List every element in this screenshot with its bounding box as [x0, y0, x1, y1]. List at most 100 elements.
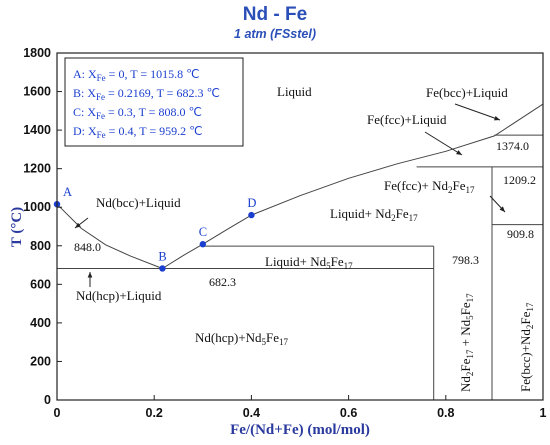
region-nd-hcp-liquid: Nd(hcp)+Liquid — [76, 288, 162, 303]
t1: Fe(fcc)+ Nd — [384, 178, 448, 193]
y-ticks: 0 200 400 600 800 1000 1200 1400 1600 1800 — [23, 46, 62, 407]
legend-a-prefix: A: X — [73, 67, 97, 81]
key-point-label: C — [199, 225, 207, 239]
key-point-label: B — [158, 249, 166, 263]
region-fe-fcc-nd2fe17: Fe(fcc)+ Nd2Fe17 — [384, 178, 475, 195]
x-tick-label: 0 — [54, 406, 61, 420]
temp-label-848: 848.0 — [74, 240, 101, 254]
x-tick-label: 1 — [540, 406, 547, 420]
t4: 17 — [466, 185, 476, 195]
t13: Nd(hcp)+Nd — [195, 330, 262, 345]
y-tick-label: 1800 — [23, 46, 51, 60]
region-fe-fcc-liquid: Fe(fcc)+Liquid — [367, 112, 447, 127]
x-tick-label: 0.6 — [340, 406, 357, 420]
legend-b-prefix: B: X — [73, 86, 96, 100]
region-liquid-nd5fe17: Liquid+ Nd5Fe17 — [265, 254, 353, 271]
legend-d-sub: Fe — [97, 130, 106, 140]
y-tick-label: 600 — [30, 277, 51, 291]
t25: Fe(bcc)+Nd — [518, 329, 533, 392]
legend-d-rest: = 0.4, T = 959.2 ℃ — [106, 124, 203, 138]
temp-label-682: 682.3 — [209, 275, 236, 289]
temp-label-1374: 1374.0 — [496, 139, 529, 153]
key-point-label: D — [247, 196, 256, 210]
x-tick-label: 0.4 — [243, 406, 260, 420]
key-point-b — [159, 265, 166, 272]
chart-subtitle: 1 atm (FSstel) — [234, 27, 316, 41]
t20: 17 — [465, 349, 475, 359]
t24: 17 — [465, 293, 475, 303]
region-fe-bcc-liquid: Fe(bcc)+Liquid — [426, 85, 508, 100]
phase-boundaries — [56, 103, 544, 400]
x-axis-title: Fe/(Nd+Fe) (mol/mol) — [230, 422, 370, 438]
t5: Liquid+ Nd — [330, 206, 392, 221]
pointer-arrows — [74, 103, 506, 287]
t23: Fe — [458, 302, 473, 315]
t15: Fe — [266, 330, 279, 345]
legend-c-sub: Fe — [96, 111, 105, 121]
legend-d-prefix: D: X — [73, 124, 97, 138]
region-nd-hcp-nd5fe17: Nd(hcp)+Nd5Fe17 — [195, 330, 289, 347]
key-point-c — [199, 241, 206, 248]
t9: Liquid+ Nd — [265, 254, 327, 269]
y-tick-label: 400 — [30, 316, 51, 330]
temp-label-909: 909.8 — [507, 227, 534, 241]
t11: Fe — [331, 254, 344, 269]
t8: 17 — [409, 213, 419, 223]
legend-box: A: XFe = 0, T = 1015.8 ℃ B: XFe = 0.2169… — [64, 57, 244, 147]
y-tick-label: 0 — [44, 393, 51, 407]
x-tick-label: 0.8 — [437, 406, 454, 420]
legend-c-rest: = 0.3, T = 808.0 ℃ — [105, 105, 202, 119]
y-tick-label: 1200 — [23, 162, 51, 176]
t26: 2 — [525, 325, 535, 330]
key-points: A B C D — [53, 185, 256, 272]
region-labels: Liquid Fe(bcc)+Liquid Fe(fcc)+Liquid Nd(… — [76, 84, 535, 392]
pointer-arrow — [74, 217, 89, 229]
region-liquid: Liquid — [277, 84, 312, 99]
pointer-arrow — [454, 103, 501, 121]
legend-line-a: A: XFe = 0, T = 1015.8 ℃ — [73, 67, 200, 83]
t28: 17 — [525, 302, 535, 312]
t21: + Nd — [458, 319, 473, 349]
plot-frame — [56, 52, 544, 401]
legend-line-c: C: XFe = 0.3, T = 808.0 ℃ — [73, 105, 202, 121]
t16: 17 — [279, 337, 289, 347]
t7: Fe — [396, 206, 409, 221]
t2: 2 — [448, 185, 453, 195]
legend-c-prefix: C: X — [73, 105, 96, 119]
t18: 2 — [465, 372, 475, 377]
y-tick-label: 1400 — [23, 123, 51, 137]
y-tick-label: 200 — [30, 354, 51, 368]
x-tick-label: 0.2 — [146, 406, 163, 420]
t3: Fe — [453, 178, 466, 193]
legend-b-rest: = 0.2169, T = 682.3 ℃ — [105, 86, 220, 100]
y-axis-title: T (°C) — [9, 207, 25, 247]
t19: Fe — [458, 358, 473, 371]
legend-line-d: D: XFe = 0.4, T = 959.2 ℃ — [73, 124, 203, 140]
t22: 5 — [465, 315, 475, 320]
key-point-d — [248, 211, 255, 219]
y-tick-label: 800 — [30, 239, 51, 253]
legend-line-b: B: XFe = 0.2169, T = 682.3 ℃ — [73, 86, 220, 102]
t10: 5 — [326, 261, 331, 271]
legend-frame — [64, 57, 244, 147]
pointer-arrow — [489, 195, 506, 213]
pointer-arrow — [424, 131, 463, 156]
region-nd-bcc-liquid: Nd(bcc)+Liquid — [96, 195, 181, 210]
temperature-labels: 848.0 682.3 798.3 909.8 1209.2 1374.0 — [74, 139, 536, 289]
region-nd2fe17-nd5fe17: Nd2Fe17 + Nd5Fe17 — [458, 293, 475, 392]
phase-boundary — [162, 103, 544, 269]
t14: 5 — [262, 337, 267, 347]
legend-b-sub: Fe — [96, 92, 105, 102]
key-point-label: A — [63, 185, 72, 199]
region-fe-bcc-nd2fe17: Fe(bcc)+Nd2Fe17 — [518, 302, 535, 392]
t12: 17 — [344, 261, 354, 271]
x-ticks: 0 0.2 0.4 0.6 0.8 1 — [54, 395, 547, 420]
temp-label-1209: 1209.2 — [503, 173, 536, 187]
legend-a-rest: = 0, T = 1015.8 ℃ — [106, 67, 200, 81]
phase-boundary — [56, 203, 163, 269]
pointer-arrow — [87, 272, 93, 287]
temp-label-798: 798.3 — [452, 253, 479, 267]
region-liquid-nd2fe17: Liquid+ Nd2Fe17 — [330, 206, 418, 223]
t6: 2 — [391, 213, 396, 223]
legend-a-sub: Fe — [97, 73, 106, 83]
